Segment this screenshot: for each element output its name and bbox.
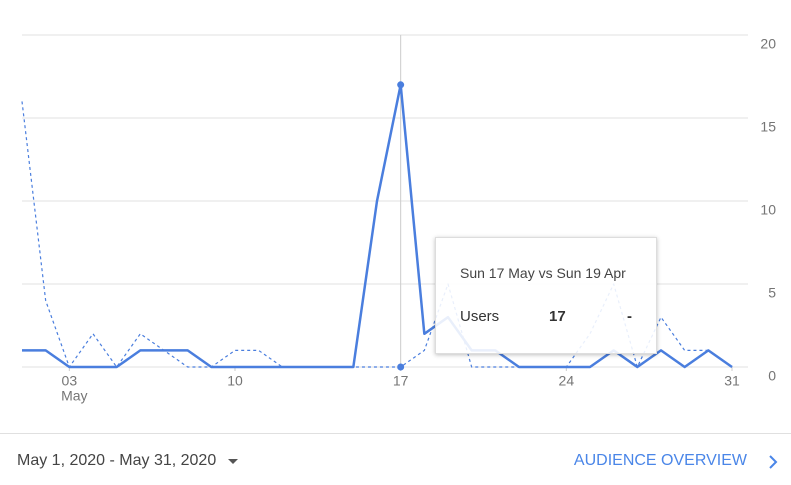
x-month-label: May: [61, 388, 87, 404]
tooltip-title: Sun 17 May vs Sun 19 Apr: [460, 265, 626, 281]
y-tick-label: 5: [768, 285, 776, 301]
y-tick-label: 15: [760, 119, 776, 135]
date-range-picker[interactable]: May 1, 2020 - May 31, 2020: [17, 452, 239, 470]
tooltip-value: 17: [549, 308, 566, 325]
x-tick-label: 31: [724, 373, 740, 389]
tooltip-metric: Users: [460, 308, 500, 325]
hover-point: [397, 363, 405, 371]
hover-point: [397, 81, 405, 89]
x-tick-label: 10: [227, 373, 243, 389]
x-tick-label: 17: [393, 373, 409, 389]
tooltip-compare: -: [627, 308, 632, 325]
tooltip: Sun 17 May vs Sun 19 Apr Users 17 -: [435, 237, 657, 354]
footer: May 1, 2020 - May 31, 2020 AUDIENCE OVER…: [0, 433, 791, 485]
audience-overview-link[interactable]: AUDIENCE OVERVIEW: [573, 452, 747, 469]
chevron-icon[interactable]: [767, 454, 779, 470]
y-tick-label: 0: [768, 368, 776, 384]
y-tick-label: 20: [760, 36, 776, 52]
dropdown-icon[interactable]: [227, 457, 239, 465]
x-tick-label: 24: [559, 373, 575, 389]
x-tick-label: 03: [62, 373, 78, 389]
chart: 0 5 10 15 20 03 10 17 24 31 May: [21, 34, 776, 404]
date-range[interactable]: May 1, 2020 - May 31, 2020: [17, 452, 217, 469]
y-tick-label: 10: [760, 202, 776, 218]
